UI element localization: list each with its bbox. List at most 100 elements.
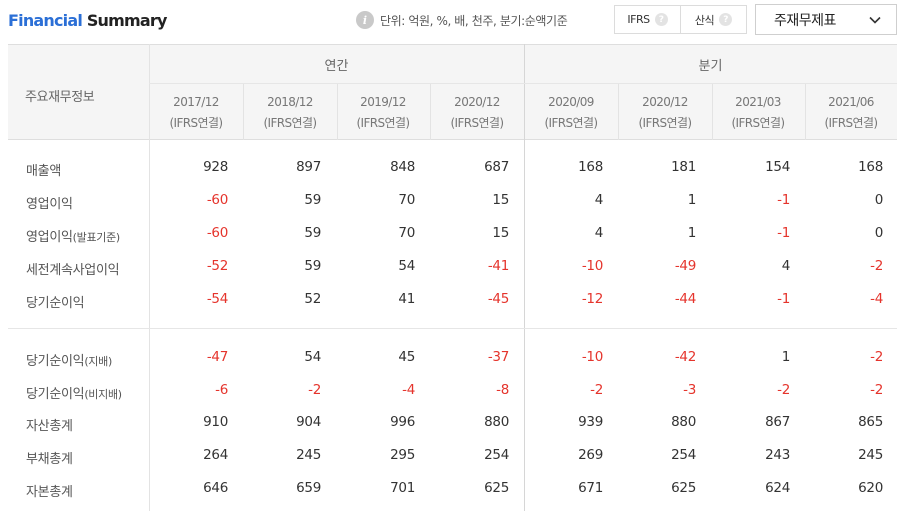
table-cell: -2 xyxy=(870,258,883,274)
row-label-sub: (발표기준) xyxy=(72,231,121,244)
table-cell: 880 xyxy=(484,414,509,430)
row-label: 당기순이익(비지배) xyxy=(26,383,122,402)
table-cell: 897 xyxy=(296,159,321,175)
table-cell: -2 xyxy=(870,349,883,365)
row-label-main: 당기순이익 xyxy=(26,296,85,311)
table-cell: -8 xyxy=(496,382,509,398)
table-cell: -1 xyxy=(777,291,790,307)
table-cell: 687 xyxy=(484,159,509,175)
title-summary: Summary xyxy=(86,11,168,30)
column-header: 2020/12 (IFRS연결) xyxy=(618,92,712,134)
row-label: 자본총계 xyxy=(26,481,73,500)
column-header: 2021/06 (IFRS연결) xyxy=(804,92,898,134)
column-period: 2021/03 xyxy=(735,95,781,109)
table-cell: 70 xyxy=(398,192,415,208)
table-cell: 70 xyxy=(398,225,415,241)
dropdown-value: 주재무제표 xyxy=(774,12,836,29)
row-label-sub: (지배) xyxy=(84,355,112,368)
table-cell: -6 xyxy=(215,382,228,398)
column-basis: (IFRS연결) xyxy=(450,116,504,130)
row-label-main: 자본총계 xyxy=(26,485,73,500)
row-label: 영업이익 xyxy=(26,193,73,212)
table-cell: 245 xyxy=(858,447,883,463)
table-cell: -37 xyxy=(487,349,509,365)
row-label-main: 자산총계 xyxy=(26,419,73,434)
table-cell: -52 xyxy=(206,258,228,274)
column-period: 2020/12 xyxy=(642,95,688,109)
financial-summary-table: 주요재무정보 연간 분기 2017/12 (IFRS연결) 2018/12 (IFRS… xyxy=(8,44,897,511)
column-basis: (IFRS연결) xyxy=(356,116,410,130)
table-cell: 264 xyxy=(203,447,228,463)
table-cell: -60 xyxy=(206,225,228,241)
unit-info: i 단위: 억원, %, 배, 천주, 분기:순액기준 xyxy=(356,10,568,30)
table-cell: 1 xyxy=(687,225,697,241)
formula-toggle-button[interactable]: 산식 ? xyxy=(680,6,746,33)
help-icon[interactable]: ? xyxy=(654,13,668,26)
table-cell: 620 xyxy=(858,480,883,496)
table-cell: -42 xyxy=(674,349,696,365)
column-basis: (IFRS연결) xyxy=(731,116,785,130)
table-cell: 59 xyxy=(304,225,321,241)
row-label: 자산총계 xyxy=(26,415,73,434)
table-cell: 168 xyxy=(858,159,883,175)
help-icon[interactable]: ? xyxy=(719,13,733,26)
column-header: 2020/09 (IFRS연결) xyxy=(524,92,618,134)
table-cell: 865 xyxy=(858,414,883,430)
table-cell: -47 xyxy=(206,349,228,365)
row-label-main: 영업이익 xyxy=(26,230,73,245)
column-basis: (IFRS연결) xyxy=(263,116,317,130)
row-label-main: 당기순이익 xyxy=(26,387,85,402)
table-cell: 0 xyxy=(874,225,884,241)
table-cell: -41 xyxy=(487,258,509,274)
table-cell: 4 xyxy=(781,258,791,274)
divider xyxy=(149,83,897,84)
table-cell: 910 xyxy=(203,414,228,430)
row-label: 세전계속사업이익 xyxy=(26,259,120,278)
table-cell: -12 xyxy=(581,291,603,307)
row-label: 당기순이익 xyxy=(26,292,85,311)
row-label-main: 세전계속사업이익 xyxy=(26,263,120,278)
table-cell: -2 xyxy=(777,382,790,398)
table-cell: 996 xyxy=(390,414,415,430)
divider xyxy=(712,84,713,140)
column-basis: (IFRS연결) xyxy=(544,116,598,130)
table-cell: -1 xyxy=(777,225,790,241)
divider xyxy=(243,84,244,140)
table-cell: 1 xyxy=(781,349,791,365)
table-cell: 181 xyxy=(671,159,696,175)
chevron-down-icon xyxy=(869,16,881,24)
row-label: 영업이익(발표기준) xyxy=(26,226,120,245)
info-icon: i xyxy=(356,11,374,29)
column-header: 2018/12 (IFRS연결) xyxy=(243,92,337,134)
table-cell: 625 xyxy=(484,480,509,496)
table-cell: 154 xyxy=(765,159,790,175)
row-label-main: 당기순이익 xyxy=(26,354,85,369)
table-cell: -1 xyxy=(777,192,790,208)
table-cell: 880 xyxy=(671,414,696,430)
row-header-label: 주요재무정보 xyxy=(25,90,95,105)
row-label: 매출액 xyxy=(26,160,61,179)
divider xyxy=(8,328,897,329)
table-cell: -2 xyxy=(590,382,603,398)
table-cell: 4 xyxy=(594,225,604,241)
formula-label: 산식 xyxy=(694,13,715,27)
table-cell: -3 xyxy=(683,382,696,398)
divider xyxy=(618,84,619,140)
statement-type-dropdown[interactable]: 주재무제표 xyxy=(755,4,897,35)
divider xyxy=(430,84,431,140)
page-title: Financial Summary xyxy=(8,11,167,30)
table-cell: 269 xyxy=(578,447,603,463)
table-cell: 928 xyxy=(203,159,228,175)
table-cell: 15 xyxy=(492,192,509,208)
table-cell: 1 xyxy=(687,192,697,208)
table-cell: 243 xyxy=(765,447,790,463)
row-label-main: 부채총계 xyxy=(26,452,73,467)
table-cell: -45 xyxy=(487,291,509,307)
table-cell: -10 xyxy=(581,349,603,365)
table-cell: 701 xyxy=(390,480,415,496)
table-cell: 4 xyxy=(594,192,604,208)
table-cell: 659 xyxy=(296,480,321,496)
divider xyxy=(337,84,338,140)
table-cell: 15 xyxy=(492,225,509,241)
ifrs-toggle-button[interactable]: IFRS ? xyxy=(615,6,680,33)
